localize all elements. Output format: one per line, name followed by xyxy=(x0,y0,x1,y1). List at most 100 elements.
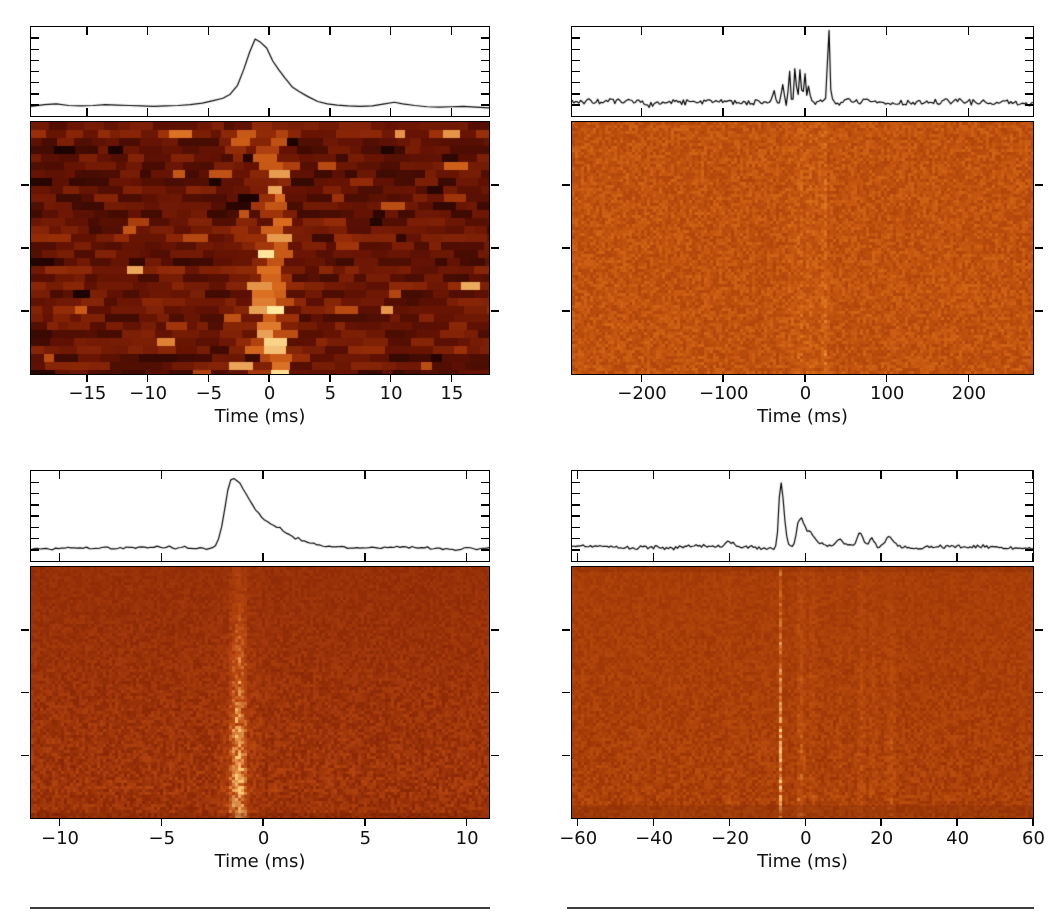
axis-tick xyxy=(31,59,39,62)
axis-tick xyxy=(728,553,731,561)
axis-tick xyxy=(572,537,580,540)
axis-tick xyxy=(562,310,571,312)
axis-tick xyxy=(1025,481,1033,483)
dynamic-spectrum-plot xyxy=(21,566,499,826)
pulse-profile-canvas xyxy=(572,27,1033,116)
axis-tick xyxy=(1034,754,1043,756)
axis-tick xyxy=(262,553,264,561)
x-tick-labels: −15 −10 −5 0 5 10 15 xyxy=(30,382,490,408)
axis-tick xyxy=(967,27,970,35)
x-tick-label: −10 xyxy=(129,383,168,404)
x-tick-label: −60 xyxy=(559,828,598,849)
x-tick-label: −5 xyxy=(148,828,176,849)
axis-tick xyxy=(728,818,731,826)
dynamic-spectrum-canvas xyxy=(31,122,489,374)
axis-tick xyxy=(481,549,489,551)
axis-tick xyxy=(1025,504,1033,506)
axis-tick xyxy=(389,374,392,382)
axis-tick xyxy=(21,247,30,249)
axis-tick xyxy=(58,553,61,561)
axis-tick xyxy=(160,818,163,826)
dynamic-spectrum-plot xyxy=(562,121,1043,382)
axis-tick xyxy=(576,818,579,826)
x-tick-label: 10 xyxy=(379,383,403,404)
x-tick-label: −10 xyxy=(40,828,79,849)
x-tick-label: 10 xyxy=(455,828,479,849)
x-tick-label: −15 xyxy=(68,383,107,404)
axis-tick xyxy=(481,37,489,39)
dynamic-spectrum-canvas xyxy=(572,567,1033,818)
axis-tick xyxy=(1025,93,1033,95)
axis-tick xyxy=(640,27,643,35)
x-tick-label: 0 xyxy=(800,828,812,849)
dynamic-spectrum-plot xyxy=(21,121,499,382)
axis-tick xyxy=(1032,818,1034,826)
axis-tick xyxy=(572,504,580,506)
x-tick-label: −40 xyxy=(635,828,674,849)
axis-tick xyxy=(885,108,888,116)
axis-tick xyxy=(31,504,39,506)
axis-tick xyxy=(21,629,30,631)
axis-tick xyxy=(465,553,468,561)
axis-tick xyxy=(86,27,88,35)
axis-tick xyxy=(572,104,580,106)
x-tick-label: −200 xyxy=(617,383,667,404)
axis-tick xyxy=(31,526,39,528)
axis-tick xyxy=(880,818,882,826)
x-tick-label: 5 xyxy=(324,383,337,404)
axis-tick xyxy=(1025,515,1033,517)
axis-tick xyxy=(31,492,39,495)
axis-tick xyxy=(640,374,643,382)
axis-tick xyxy=(572,81,580,84)
axis-tick xyxy=(562,247,571,249)
x-tick-label: 100 xyxy=(870,383,905,404)
axis-tick xyxy=(562,184,571,186)
axis-tick xyxy=(207,374,210,382)
axis-tick xyxy=(1025,492,1033,495)
axis-tick xyxy=(481,59,489,62)
axis-tick xyxy=(31,481,39,483)
axis-tick xyxy=(885,374,888,382)
axis-tick xyxy=(465,471,468,479)
axis-tick xyxy=(956,553,958,561)
x-axis-label: Time (ms) xyxy=(214,406,306,427)
axis-tick xyxy=(804,471,807,479)
axis-tick xyxy=(481,504,489,506)
axis-tick xyxy=(58,818,61,826)
pulse-profile-canvas xyxy=(572,471,1033,561)
axis-tick xyxy=(364,471,366,479)
axis-tick xyxy=(481,526,489,528)
axis-tick xyxy=(364,818,366,826)
axis-tick xyxy=(640,108,643,116)
x-tick-labels: −200 −100 0 100 200 xyxy=(571,382,1034,408)
panel-bottom-left: −10 −5 0 5 10 Time (ms) xyxy=(21,470,499,880)
axis-tick xyxy=(562,629,571,631)
x-tick-label: 40 xyxy=(946,828,970,849)
axis-tick xyxy=(31,549,39,551)
axis-tick xyxy=(652,471,655,479)
axis-tick xyxy=(562,691,571,694)
axis-tick xyxy=(481,104,489,106)
axis-tick xyxy=(31,81,39,84)
dynamic-spectrum-canvas xyxy=(572,122,1033,374)
axis-tick xyxy=(207,27,210,35)
axis-tick xyxy=(1034,629,1043,631)
axis-tick xyxy=(885,27,888,35)
axis-tick xyxy=(481,515,489,517)
x-tick-labels: −60 −40 −20 0 20 40 60 xyxy=(559,827,1045,853)
axis-tick xyxy=(967,108,970,116)
axis-tick xyxy=(1025,537,1033,540)
axis-tick xyxy=(722,374,724,382)
axis-tick xyxy=(490,754,499,756)
axis-tick xyxy=(572,59,580,62)
axis-tick xyxy=(450,108,453,116)
axis-tick xyxy=(262,818,264,826)
pulse-profile-canvas xyxy=(31,27,489,116)
axis-tick xyxy=(652,553,655,561)
axis-tick xyxy=(1034,310,1043,312)
axis-tick xyxy=(31,104,39,106)
axis-tick xyxy=(481,537,489,540)
axis-tick xyxy=(722,108,724,116)
axis-tick xyxy=(329,27,331,35)
